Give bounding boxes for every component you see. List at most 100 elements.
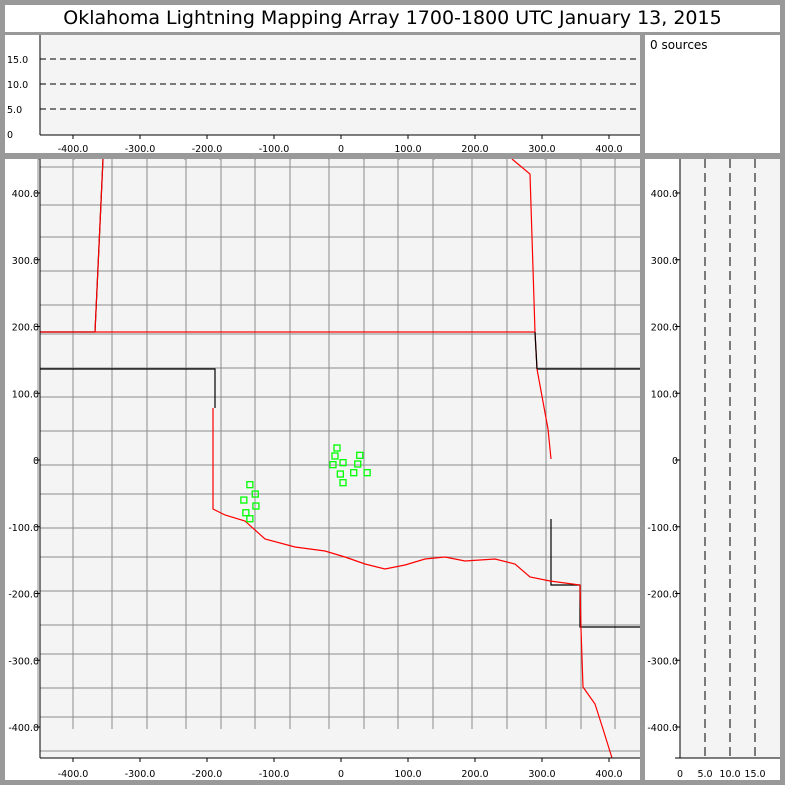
- y-tick-label: -100.0: [647, 523, 678, 534]
- alt-tick-label: 5.0: [7, 105, 22, 116]
- alt-tick-label: 5.0: [697, 769, 712, 780]
- lightning-source: [246, 481, 254, 489]
- county-line: [39, 493, 640, 495]
- x-tick-label: -400.0: [58, 144, 89, 153]
- altitude-x-plot: 0 5.0 10.0 15.0 -400.0 -300.0 -200.0 -100.0 0 100…: [7, 35, 640, 153]
- y-tick-label: 400.0: [12, 189, 39, 200]
- county-line: [39, 303, 640, 306]
- x-tick-label: -200.0: [192, 769, 223, 780]
- lightning-source: [339, 479, 347, 487]
- state-border: [40, 368, 216, 408]
- lightning-source: [350, 469, 358, 477]
- county-line: [397, 159, 400, 729]
- alt-tick-label: 0: [7, 130, 13, 141]
- alt-tick-label: 15.0: [7, 55, 28, 66]
- county-line: [39, 623, 640, 626]
- county-line: [39, 687, 640, 689]
- x-tick-label: 100.0: [394, 144, 421, 153]
- county-line: [39, 166, 640, 169]
- county-line: [363, 159, 365, 729]
- x-tick-label: -300.0: [125, 144, 156, 153]
- y-tick-label: 200.0: [12, 323, 39, 334]
- lightning-source: [329, 461, 337, 469]
- county-line: [72, 159, 75, 729]
- lightning-source: [339, 459, 347, 467]
- alt-tick-label: 10.0: [7, 80, 28, 91]
- y-tick-label: 300.0: [12, 256, 39, 267]
- county-line: [39, 236, 640, 239]
- x-tick-label: 300.0: [528, 144, 555, 153]
- plot-title: Oklahoma Lightning Mapping Array 1700-18…: [5, 5, 780, 32]
- y-tick-label: -200.0: [8, 590, 39, 601]
- x-tick-label: 100.0: [394, 769, 421, 780]
- lightning-source: [363, 469, 371, 477]
- lightning-source: [356, 451, 364, 459]
- state-border: [550, 519, 580, 586]
- county-line: [219, 159, 222, 729]
- y-tick-label: 100.0: [651, 389, 678, 400]
- y-tick-label: 200.0: [651, 323, 678, 334]
- county-line: [39, 203, 640, 206]
- alt-tick-label: 0: [677, 769, 683, 780]
- x-tick-label: 0: [338, 144, 344, 153]
- lightning-source: [252, 502, 260, 510]
- lightning-source: [333, 444, 341, 452]
- x-tick-label: -100.0: [259, 769, 290, 780]
- y-tick-label: -400.0: [647, 723, 678, 734]
- altitude-vs-x-panel: 0 5.0 10.0 15.0 -400.0 -300.0 -200.0 -100.0 0 100…: [5, 35, 640, 153]
- county-line: [328, 159, 330, 729]
- red-river-border: [212, 408, 613, 759]
- x-tick-label: 400.0: [595, 144, 622, 153]
- county-line: [39, 367, 640, 369]
- y-tick-label: 100.0: [12, 389, 39, 400]
- county-line: [544, 159, 547, 729]
- altitude-y-plot: 0 5.0 10.0 15.0 400.0 300.0 200.0 100.0 0 -100.0 -…: [647, 159, 780, 780]
- x-tick-label: -200.0: [192, 144, 223, 153]
- y-tick-label: -100.0: [8, 523, 39, 534]
- plan-view-map-panel[interactable]: 400.0 300.0 200.0 100.0 0 -100.0 -200.0 -300.0 -…: [5, 159, 640, 780]
- lightning-source: [251, 490, 259, 498]
- y-tick-label: 300.0: [651, 256, 678, 267]
- x-tick-label: -400.0: [58, 769, 89, 780]
- county-line: [614, 159, 616, 729]
- lightning-source: [331, 452, 339, 460]
- x-tick-label: 200.0: [461, 769, 488, 780]
- y-tick-label: -200.0: [647, 590, 678, 601]
- x-tick-label: -100.0: [259, 144, 290, 153]
- plot-area: [40, 35, 640, 135]
- county-line: [289, 159, 291, 729]
- x-tick-label: 200.0: [461, 144, 488, 153]
- x-tick-label: 0: [338, 769, 344, 780]
- plot-area: [40, 159, 640, 758]
- county-line: [254, 159, 256, 729]
- lightning-source: [354, 460, 362, 468]
- y-tick-label: 0: [33, 456, 39, 467]
- county-line: [39, 653, 640, 655]
- y-tick-label: -300.0: [647, 656, 678, 667]
- county-line: [184, 159, 187, 729]
- lightning-source: [242, 509, 250, 517]
- alt-tick-label: 15.0: [744, 769, 765, 780]
- oklahoma-border: [94, 159, 104, 333]
- county-line: [39, 716, 640, 719]
- y-tick-label: 0: [672, 456, 678, 467]
- y-tick-label: -400.0: [8, 723, 39, 734]
- county-line: [39, 396, 640, 399]
- source-count: 0 sources: [650, 38, 708, 52]
- x-tick-label: 300.0: [528, 769, 555, 780]
- county-lines: [37, 159, 640, 752]
- alt-tick-label: 10.0: [719, 769, 740, 780]
- lightning-source: [240, 496, 248, 504]
- county-line: [39, 463, 640, 466]
- county-line: [39, 527, 640, 529]
- county-line: [432, 159, 435, 729]
- altitude-vs-y-panel: 0 5.0 10.0 15.0 400.0 300.0 200.0 100.0 0 -100.0 -…: [645, 159, 780, 780]
- county-line: [39, 333, 640, 335]
- county-line: [37, 159, 40, 729]
- x-tick-label: -300.0: [125, 769, 156, 780]
- county-line: [39, 556, 640, 559]
- plan-view-map[interactable]: 400.0 300.0 200.0 100.0 0 -100.0 -200.0 -300.0 -…: [5, 159, 640, 780]
- y-tick-label: -300.0: [8, 656, 39, 667]
- info-panel: 0 sources: [645, 35, 780, 153]
- y-tick-label: 400.0: [651, 189, 678, 200]
